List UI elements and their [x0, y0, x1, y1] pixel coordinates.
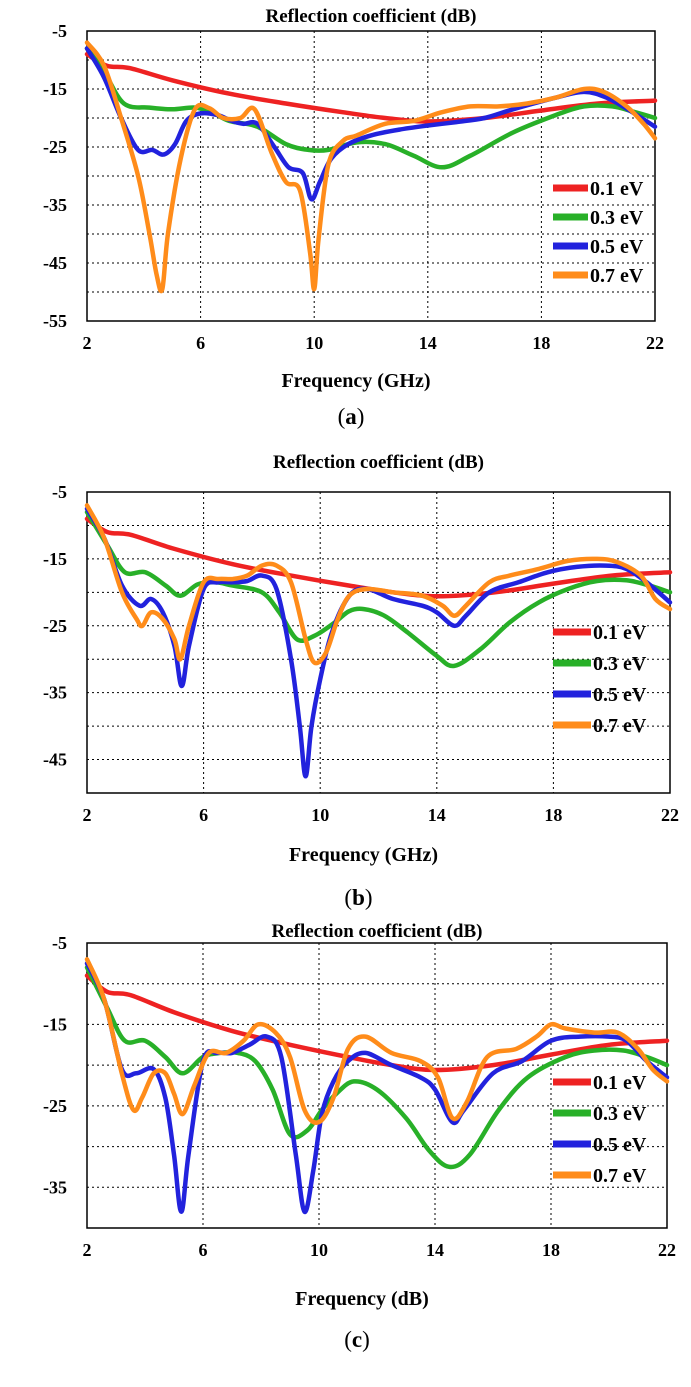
x-axis-label: Frequency (GHz) [281, 370, 430, 392]
plot-frame [86, 942, 668, 1229]
legend-label: 0.5 eV [593, 1134, 647, 1156]
legend-label: 0.1 eV [593, 1072, 647, 1094]
chart-b: Reflection coefficient (dB) 2 6 10 14 18 22 -5 -… [43, 452, 679, 910]
series-line-0-1-eV [84, 973, 670, 1073]
x-axis-label: Frequency (GHz) [289, 844, 438, 866]
subfigure-caption: (c) [344, 1327, 370, 1352]
y-tick-label: -25 [43, 1096, 67, 1116]
y-tick-label: -35 [43, 1177, 67, 1197]
x-tick-label: 14 [419, 333, 437, 353]
legend-label: 0.1 eV [590, 178, 644, 200]
y-tick-label: -35 [43, 195, 67, 215]
series-line-0-3-eV [84, 46, 658, 170]
y-tick-label: -5 [52, 933, 67, 953]
chart-a: Reflection coefficient (dB) 2 6 10 14 18 22 -5 -… [43, 6, 664, 429]
legend-label: 0.7 eV [593, 715, 647, 737]
legend-label: 0.5 eV [590, 236, 644, 258]
x-tick-label: 14 [428, 805, 446, 825]
legend-label: 0.7 eV [593, 1165, 647, 1187]
series-line-0-3-eV [84, 965, 670, 1170]
y-tick-label: -15 [43, 1014, 67, 1034]
x-tick-label: 22 [658, 1240, 676, 1260]
y-tick-label: -15 [43, 79, 67, 99]
subfigure-caption: (a) [338, 404, 365, 429]
chart-title: Reflection coefficient (dB) [273, 452, 484, 473]
y-tick-label: -5 [52, 482, 67, 502]
chart-c: Reflection coefficient (dB) 2 6 10 14 18 22 -5 -… [43, 921, 676, 1352]
x-axis-label: Frequency (dB) [295, 1288, 429, 1310]
x-tick-label: 18 [542, 1240, 560, 1260]
x-tick-label: 2 [83, 333, 92, 353]
subfigure-caption: (b) [344, 885, 372, 910]
chart-title: Reflection coefficient (dB) [265, 6, 476, 27]
x-tick-label: 10 [305, 333, 323, 353]
y-tick-label: -45 [43, 253, 67, 273]
y-tick-label: -15 [43, 549, 67, 569]
x-tick-label: 10 [311, 805, 329, 825]
legend-label: 0.5 eV [593, 684, 647, 706]
y-tick-label: -25 [43, 137, 67, 157]
legend-label: 0.3 eV [593, 653, 647, 675]
x-tick-label: 22 [646, 333, 664, 353]
x-tick-label: 2 [83, 805, 92, 825]
plot-frame [86, 30, 656, 322]
legend-label: 0.3 eV [590, 207, 644, 229]
x-tick-label: 10 [310, 1240, 328, 1260]
series-line-0-7-eV [84, 957, 670, 1125]
y-tick-label: -35 [43, 683, 67, 703]
y-tick-label: -25 [43, 616, 67, 636]
legend-label: 0.3 eV [593, 1103, 647, 1125]
plot-frame [86, 491, 671, 794]
series-line-0-1-eV [84, 516, 673, 599]
x-tick-label: 14 [426, 1240, 444, 1260]
series-line-0-7-eV [84, 503, 673, 666]
series-line-0-5-eV [84, 46, 658, 202]
legend-label: 0.1 eV [593, 622, 647, 644]
x-tick-label: 22 [661, 805, 679, 825]
y-tick-label: -45 [43, 750, 67, 770]
x-tick-label: 18 [532, 333, 550, 353]
x-tick-label: 6 [199, 805, 208, 825]
x-tick-label: 18 [544, 805, 562, 825]
series-line-0-3-eV [84, 509, 673, 669]
series-line-0-1-eV [84, 51, 658, 124]
y-tick-label: -5 [52, 21, 67, 41]
series-line-0-7-eV [84, 40, 658, 294]
series-line-0-5-eV [84, 961, 670, 1214]
chart-title: Reflection coefficient (dB) [271, 921, 482, 942]
y-tick-label: -55 [43, 311, 67, 331]
legend-label: 0.7 eV [590, 265, 644, 287]
x-tick-label: 6 [199, 1240, 208, 1260]
x-tick-label: 6 [196, 333, 205, 353]
x-tick-label: 2 [83, 1240, 92, 1260]
